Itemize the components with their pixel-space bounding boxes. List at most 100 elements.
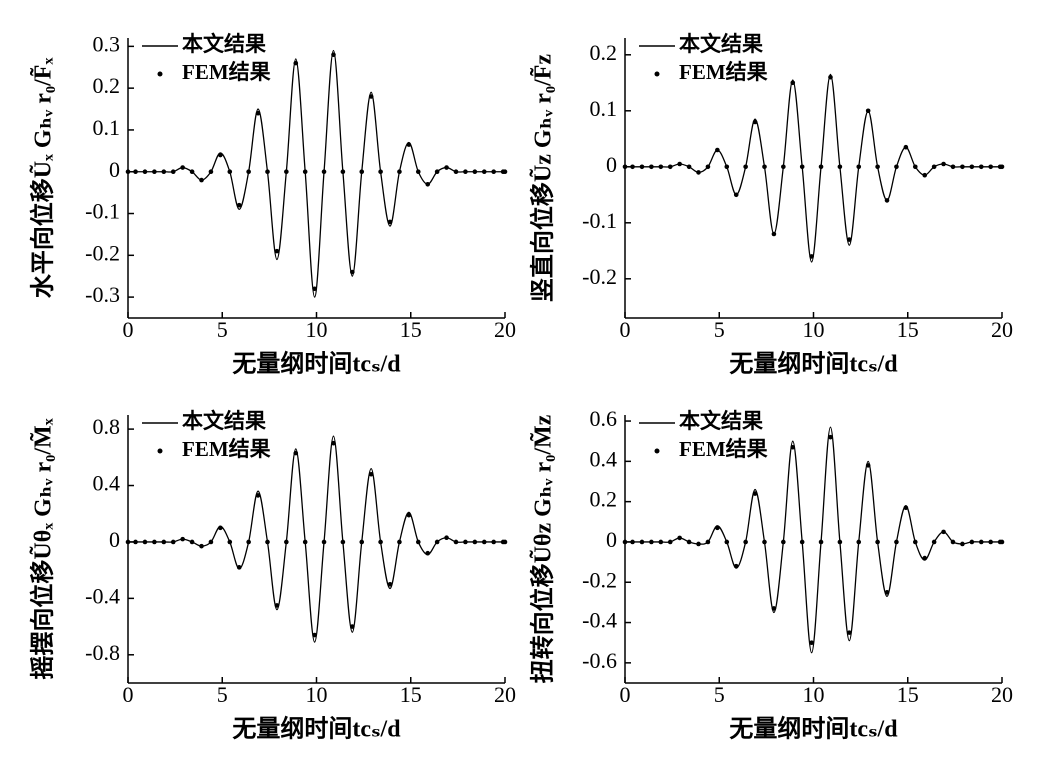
- fem-point: [397, 169, 402, 175]
- subplot: -0.2 -0.1 0 0.1 0.2 0 5 10 15 20 无量纲时间tcₛ/d 竖直向位移Ũz…: [529, 32, 1014, 378]
- fem-point: [999, 164, 1005, 170]
- y-tick-label: -0.1: [85, 199, 120, 224]
- fem-point: [960, 164, 965, 170]
- fem-point: [359, 169, 365, 175]
- fem-point: [658, 539, 664, 545]
- fem-point: [639, 539, 645, 545]
- x-tick-label: 10: [306, 317, 328, 342]
- x-tick-label: 20: [991, 317, 1013, 342]
- fem-point: [180, 536, 185, 542]
- x-tick-label: 0: [123, 317, 134, 342]
- fem-point: [425, 181, 431, 187]
- fem-point: [999, 539, 1005, 545]
- fem-point: [472, 539, 478, 545]
- fem-point: [415, 539, 421, 545]
- legend-label: 本文结果: [182, 409, 266, 433]
- fem-point: [799, 539, 805, 545]
- fem-point: [236, 202, 242, 208]
- fem-point: [884, 198, 890, 203]
- fem-point: [715, 147, 720, 153]
- fem-point: [667, 539, 673, 545]
- fem-point: [988, 164, 993, 170]
- fem-point: [856, 539, 862, 545]
- fem-point: [781, 539, 786, 545]
- fem-point: [649, 164, 654, 170]
- fem-point: [771, 606, 777, 611]
- legend-label: FEM结果: [679, 437, 768, 461]
- fem-point: [818, 539, 824, 545]
- fem-point: [265, 169, 270, 175]
- fem-point: [667, 164, 673, 170]
- fem-point: [312, 632, 317, 638]
- fem-point: [255, 493, 261, 498]
- x-tick-label: 20: [494, 682, 516, 707]
- fem-point: [847, 237, 852, 242]
- fem-point: [246, 169, 251, 175]
- fem-point: [161, 169, 167, 175]
- fem-point: [368, 94, 374, 99]
- fem-point: [152, 169, 157, 175]
- y-tick-label: 0: [109, 157, 120, 182]
- fem-point: [125, 169, 131, 175]
- fem-point: [246, 539, 251, 545]
- fem-point: [199, 177, 204, 183]
- fem-point: [696, 541, 701, 547]
- fem-point: [705, 164, 711, 170]
- y-tick-label: -0.4: [582, 608, 617, 633]
- fem-point: [152, 539, 157, 545]
- fem-point: [189, 539, 195, 545]
- series-line: [624, 73, 1002, 263]
- x-tick-label: 15: [400, 682, 422, 707]
- fem-point: [847, 630, 852, 635]
- fem-point: [622, 164, 628, 170]
- fem-point: [922, 555, 928, 561]
- fem-point: [274, 248, 280, 254]
- fem-point: [658, 164, 664, 170]
- fem-point: [284, 539, 289, 545]
- series-line: [128, 49, 505, 298]
- x-tick-label: 5: [217, 317, 228, 342]
- legend-marker: [157, 71, 163, 77]
- y-tick-label: 0: [606, 527, 617, 552]
- legend-label: FEM结果: [182, 60, 271, 84]
- fem-point: [912, 539, 918, 545]
- fem-point: [453, 539, 459, 545]
- fem-point: [969, 539, 975, 545]
- x-tick-label: 5: [714, 317, 725, 342]
- fem-point: [762, 164, 767, 170]
- fem-point: [771, 231, 777, 237]
- y-tick-label: 0.2: [590, 487, 618, 512]
- fem-point: [837, 164, 843, 170]
- y-axis-label: 扭转向位移Ũθz Gₕᵥ r₀/M̃z: [529, 414, 557, 683]
- fem-point: [293, 60, 299, 66]
- fem-point: [255, 110, 261, 116]
- legend-label: 本文结果: [679, 409, 763, 433]
- legend-label: FEM结果: [679, 60, 768, 84]
- fem-point: [988, 539, 993, 545]
- subplot: -0.3 -0.2 -0.1 0 0.1 0.2 0.3 0 5 10 15 20 无量纲时间tcₛ/d…: [29, 31, 517, 377]
- fem-point: [837, 539, 843, 545]
- x-tick-label: 10: [803, 682, 825, 707]
- fem-point: [321, 169, 327, 175]
- legend-marker: [157, 448, 163, 454]
- fem-point: [125, 539, 131, 545]
- fem-point: [950, 164, 956, 170]
- fem-point: [142, 539, 148, 545]
- fem-point: [622, 539, 628, 545]
- fem-point: [199, 543, 204, 549]
- subplot: -0.6 -0.4 -0.2 0 0.2 0.4 0.6 0 5 10 15 20 无量纲时间tcₛ/d…: [529, 406, 1014, 742]
- x-tick-label: 5: [714, 682, 725, 707]
- fem-point: [865, 463, 871, 468]
- fem-point: [743, 164, 748, 170]
- fem-point: [387, 219, 393, 225]
- fem-point: [969, 164, 975, 170]
- x-tick-label: 0: [620, 682, 631, 707]
- fem-point: [752, 119, 758, 125]
- legend-label: FEM结果: [182, 437, 271, 461]
- fem-point: [293, 450, 299, 456]
- fem-point: [502, 539, 508, 545]
- y-tick-label: 0.1: [590, 96, 618, 121]
- fem-point: [227, 169, 233, 175]
- fem-point: [733, 563, 739, 569]
